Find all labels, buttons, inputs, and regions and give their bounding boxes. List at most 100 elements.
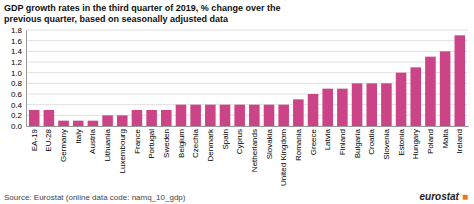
tick-label: Greece [309, 128, 318, 155]
bar [44, 110, 55, 126]
tick: 0.4 [11, 101, 26, 110]
tick-label: 1.0 [11, 69, 23, 78]
tick-label: United Kingdom [279, 129, 288, 186]
tick: EU-28 [44, 126, 53, 152]
tick: Italy [74, 126, 83, 144]
tick: Luxembourg [118, 126, 127, 173]
tick: Slovakia [265, 126, 274, 159]
bar [117, 115, 128, 126]
bar [29, 110, 40, 126]
bar [352, 83, 363, 126]
tick-label: Belgium [177, 129, 186, 158]
tick: 1.8 [11, 26, 26, 35]
bar [322, 89, 333, 126]
tick: Estonia [397, 126, 406, 156]
tick-label: 1.6 [11, 37, 23, 46]
bar [176, 105, 187, 126]
tick-label: Czechia [191, 128, 200, 157]
tick-label: 0.2 [11, 111, 23, 120]
tick: 1.0 [11, 69, 26, 78]
bar [132, 110, 143, 126]
bar [410, 67, 421, 126]
tick-label: Germany [59, 129, 68, 162]
tick: United Kingdom [279, 126, 288, 186]
bar [58, 121, 69, 126]
bar [440, 51, 451, 126]
bar [73, 121, 84, 126]
tick-label: Austria [88, 128, 97, 153]
tick-label: EU-28 [44, 128, 53, 151]
tick: Poland [426, 126, 435, 154]
tick: Romania [294, 126, 303, 161]
bar [337, 89, 348, 126]
bar [88, 121, 99, 126]
y-axis: 0.00.20.40.60.81.01.21.41.61.8 [11, 26, 27, 131]
tick-label: Spain [221, 129, 230, 149]
tick-label: Romania [294, 128, 303, 161]
tick: 1.6 [11, 37, 26, 46]
bar [454, 35, 465, 126]
bar [278, 105, 289, 126]
tick: Germany [59, 126, 68, 162]
tick-label: Italy [74, 129, 83, 144]
bar [161, 110, 172, 126]
tick: Lithuania [103, 126, 112, 161]
bar [264, 105, 275, 126]
tick-label: Netherlands [250, 129, 259, 172]
chart: GDP growth rates in the third quarter of… [0, 0, 474, 204]
axis-line [27, 126, 469, 127]
tick-label: EA-19 [30, 128, 39, 151]
bar [308, 94, 319, 126]
tick: 0.8 [11, 79, 26, 88]
tick-label: Estonia [397, 128, 406, 155]
tick-label: Finland [338, 129, 347, 155]
tick: Greece [309, 126, 318, 155]
bar [293, 99, 304, 126]
tick-label: 1.2 [11, 58, 23, 67]
tick: Belgium [177, 126, 186, 158]
tick: Finland [338, 126, 347, 155]
bar [190, 105, 201, 126]
tick-label: 0.0 [11, 122, 23, 131]
bar [205, 105, 216, 126]
tick: 1.2 [11, 58, 26, 67]
tick-label: Croatia [367, 128, 376, 154]
tick-label: Slovenia [382, 128, 391, 159]
bar [220, 105, 231, 126]
tick: 0.0 [11, 122, 26, 131]
title: GDP growth rates in the third quarter of… [4, 3, 280, 24]
tick-label: France [133, 128, 142, 153]
tick-label: 0.4 [11, 101, 23, 110]
grid-line [26, 51, 468, 52]
grid-line [26, 30, 468, 31]
tick: Latvia [323, 126, 332, 150]
x-axis: EA-19 EU-28 Germany Italy Austria Lithuania Lu… [27, 126, 469, 186]
tick: 0.2 [11, 111, 26, 120]
bar [381, 83, 392, 126]
tick-label: Portugal [147, 129, 156, 159]
grid-line [26, 40, 468, 41]
bar [234, 105, 245, 126]
source: Source: Eurostat (online data code: namq… [4, 193, 186, 202]
tick: 1.4 [11, 47, 26, 56]
tick-label: Ireland [455, 129, 464, 153]
bar [249, 105, 260, 126]
bar [425, 57, 436, 126]
axis-line [26, 31, 27, 127]
bar [396, 73, 407, 126]
tick: Portugal [147, 126, 156, 159]
tick: Ireland [455, 126, 464, 153]
tick: Hungary [411, 126, 420, 159]
tick-label: Malta [441, 128, 450, 148]
tick: Austria [88, 126, 97, 154]
tick-label: Slovakia [265, 128, 274, 159]
tick: Malta [441, 126, 450, 149]
tick: Denmark [206, 126, 215, 161]
tick-label: 1.4 [11, 47, 23, 56]
plot: 0.00.20.40.60.81.01.21.41.61.8EA-19EU-28… [11, 26, 469, 186]
bar [102, 115, 113, 126]
tick: Netherlands [250, 126, 259, 172]
tick-label: Denmark [206, 128, 215, 161]
tick-label: 1.8 [11, 26, 23, 35]
bar [366, 83, 377, 126]
